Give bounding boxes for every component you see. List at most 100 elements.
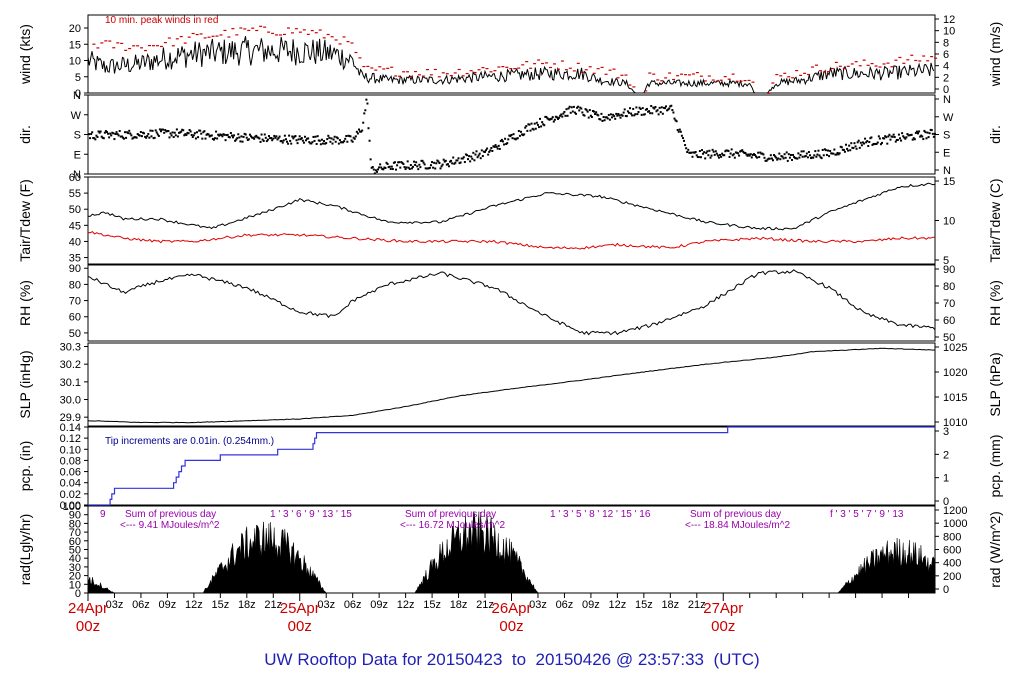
dir-point	[354, 135, 357, 138]
dir-point	[156, 133, 159, 136]
day-label: 27Apr	[703, 600, 743, 617]
dir-point	[777, 157, 780, 160]
dir-point	[421, 159, 424, 162]
wind-peak-mark	[664, 77, 668, 79]
dir-point	[403, 166, 406, 169]
wind-peak-mark	[862, 59, 866, 61]
dir-point	[699, 156, 702, 159]
dir-point	[135, 136, 138, 139]
dir-point	[867, 145, 870, 148]
dir-point	[303, 135, 306, 138]
dir-point	[928, 132, 931, 135]
dir-point	[204, 137, 207, 140]
dir-point	[505, 143, 508, 146]
wind-peak-mark	[521, 64, 525, 66]
dir-point	[627, 111, 630, 114]
dir-point	[528, 123, 531, 126]
dir-point	[173, 131, 176, 134]
dir-point	[516, 137, 519, 140]
time-tick-label: 12z	[609, 599, 627, 611]
dir-point	[716, 154, 719, 157]
dir-point	[605, 116, 608, 119]
dir-point	[655, 110, 658, 113]
left-tick-label-temp: 50	[69, 204, 81, 216]
dir-point	[169, 132, 172, 135]
left-tick-label-pcp: 0.14	[60, 422, 81, 434]
dir-point	[774, 155, 777, 158]
dir-point	[164, 129, 167, 132]
dir-point	[134, 136, 137, 139]
dir-point	[927, 136, 930, 139]
wind-peak-mark	[279, 34, 283, 36]
dir-point	[631, 114, 634, 117]
wind-peak-mark	[803, 72, 807, 74]
dir-point	[227, 136, 230, 139]
dir-point	[527, 123, 530, 126]
dir-point	[563, 110, 566, 113]
dir-point	[688, 151, 691, 154]
wind-peak-mark	[509, 68, 513, 70]
wind-peak-mark	[457, 68, 461, 71]
dir-point	[472, 151, 475, 154]
dir-point	[136, 133, 139, 136]
dir-point	[515, 137, 518, 140]
wind-peak-mark	[239, 27, 243, 29]
dir-point	[553, 118, 556, 121]
wind-peak-mark	[338, 43, 342, 45]
dir-point	[389, 167, 392, 170]
dir-point	[684, 144, 687, 147]
wind-peak-mark	[783, 72, 787, 74]
dir-point	[618, 114, 621, 117]
dir-point	[607, 113, 610, 116]
panel-frame-wind	[87, 14, 936, 94]
time-tick-label: 03z	[317, 599, 335, 611]
dir-point	[544, 115, 547, 118]
dir-point	[128, 129, 131, 132]
dir-point	[277, 137, 280, 140]
dir-point	[746, 154, 749, 157]
dir-point	[315, 142, 318, 145]
dir-point	[490, 147, 493, 150]
time-tick-label: 06z	[344, 599, 362, 611]
dir-point	[876, 141, 879, 144]
dir-point	[518, 134, 521, 137]
wind-peak-mark	[310, 30, 314, 32]
dir-point	[712, 150, 715, 153]
dir-point	[539, 117, 542, 120]
wind-peak-mark	[632, 86, 636, 88]
right-tick-label-temp: 15	[943, 176, 955, 188]
wind-peak-mark	[159, 45, 163, 48]
wind-peak-mark	[568, 67, 572, 69]
dir-point	[454, 161, 457, 164]
wind-peak-mark	[147, 44, 151, 47]
dir-point	[114, 133, 117, 136]
dir-point	[625, 115, 628, 118]
dir-point	[742, 150, 745, 153]
dir-point	[875, 142, 878, 145]
dir-point	[896, 138, 899, 141]
dir-point	[111, 131, 114, 134]
dir-point	[498, 147, 501, 150]
dir-point	[546, 117, 549, 120]
dir-point	[673, 117, 676, 120]
dir-point	[363, 112, 366, 115]
wind-peak-mark	[731, 73, 735, 75]
wind-peak-mark	[767, 92, 771, 94]
dir-point	[597, 114, 600, 117]
dir-point	[453, 162, 456, 165]
rad-sum-label: Sum of previous day	[690, 509, 781, 520]
dir-point	[145, 136, 148, 139]
dir-point	[554, 115, 557, 118]
dir-point	[423, 163, 426, 166]
dir-point	[922, 138, 925, 141]
dir-point	[285, 140, 288, 143]
dir-point	[756, 156, 759, 159]
wind-peak-mark	[771, 82, 775, 84]
dir-point	[841, 148, 844, 151]
left-tick-label-dir: E	[74, 149, 81, 161]
dir-point	[233, 134, 236, 137]
dir-point	[338, 139, 341, 142]
dir-point	[656, 109, 659, 112]
wind-peak-mark	[334, 39, 338, 41]
left-tick-label-pcp: 0.12	[60, 433, 81, 445]
